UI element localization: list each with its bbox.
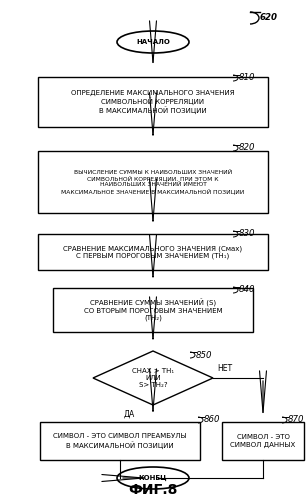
Text: 860: 860: [204, 416, 220, 424]
Text: СРАВНЕНИЕ СУММЫ ЗНАЧЕНИЙ (S)
СО ВТОРЫМ ПОРОГОВЫМ ЗНАЧЕНИЕМ
(TH₂): СРАВНЕНИЕ СУММЫ ЗНАЧЕНИЙ (S) СО ВТОРЫМ П…: [84, 298, 222, 322]
Text: ДА: ДА: [124, 410, 135, 418]
Ellipse shape: [117, 467, 189, 489]
Text: 820: 820: [239, 144, 255, 152]
Text: 840: 840: [239, 286, 255, 294]
Text: НЕТ: НЕТ: [217, 364, 232, 373]
Bar: [53, 288, 253, 332]
Bar: [38, 77, 268, 127]
Text: 850: 850: [196, 350, 212, 360]
Text: СНАХ > TH₁
ИЛИ
S> TH₂?: СНАХ > TH₁ ИЛИ S> TH₂?: [132, 368, 174, 388]
Polygon shape: [93, 351, 213, 405]
Text: КОНЕЦ: КОНЕЦ: [139, 475, 167, 481]
Bar: [38, 234, 268, 270]
Bar: [38, 151, 268, 213]
Text: СИМВОЛ - ЭТО
СИМВОЛ ДАННЫХ: СИМВОЛ - ЭТО СИМВОЛ ДАННЫХ: [230, 434, 296, 448]
Bar: [40, 422, 200, 460]
Text: СИМВОЛ - ЭТО СИМВОЛ ПРЕАМБУЛЫ
В МАКСИМАЛЬНОЙ ПОЗИЦИИ: СИМВОЛ - ЭТО СИМВОЛ ПРЕАМБУЛЫ В МАКСИМАЛ…: [53, 434, 187, 448]
Ellipse shape: [117, 31, 189, 53]
Text: ФИГ.8: ФИГ.8: [128, 483, 178, 497]
Text: ОПРЕДЕЛЕНИЕ МАКСИМАЛЬНОГО ЗНАЧЕНИЯ
СИМВОЛЬНОЙ КОРРЕЛЯЦИИ
В МАКСИМАЛЬНОЙ ПОЗИЦИИ: ОПРЕДЕЛЕНИЕ МАКСИМАЛЬНОГО ЗНАЧЕНИЯ СИМВО…: [71, 90, 235, 114]
Text: ВЫЧИСЛЕНИЕ СУММЫ К НАИБОЛЬШИХ ЗНАЧЕНИЙ
СИМВОЛЬНОЙ КОРРЕЛЯЦИИ. ПРИ ЭТОМ К
НАИБОЛЬ: ВЫЧИСЛЕНИЕ СУММЫ К НАИБОЛЬШИХ ЗНАЧЕНИЙ С…: [61, 170, 245, 194]
Text: НАЧАЛО: НАЧАЛО: [136, 39, 170, 45]
Text: СРАВНЕНИЕ МАКСИМАЛЬНОГО ЗНАЧЕНИЯ (Смах)
С ПЕРВЫМ ПОРОГОВЫМ ЗНАЧЕНИЕМ (TH₁): СРАВНЕНИЕ МАКСИМАЛЬНОГО ЗНАЧЕНИЯ (Смах) …: [64, 245, 243, 259]
Text: 620: 620: [260, 14, 278, 22]
Text: 830: 830: [239, 230, 255, 238]
Text: 810: 810: [239, 74, 255, 82]
Text: 870: 870: [288, 416, 305, 424]
Bar: [222, 422, 304, 460]
